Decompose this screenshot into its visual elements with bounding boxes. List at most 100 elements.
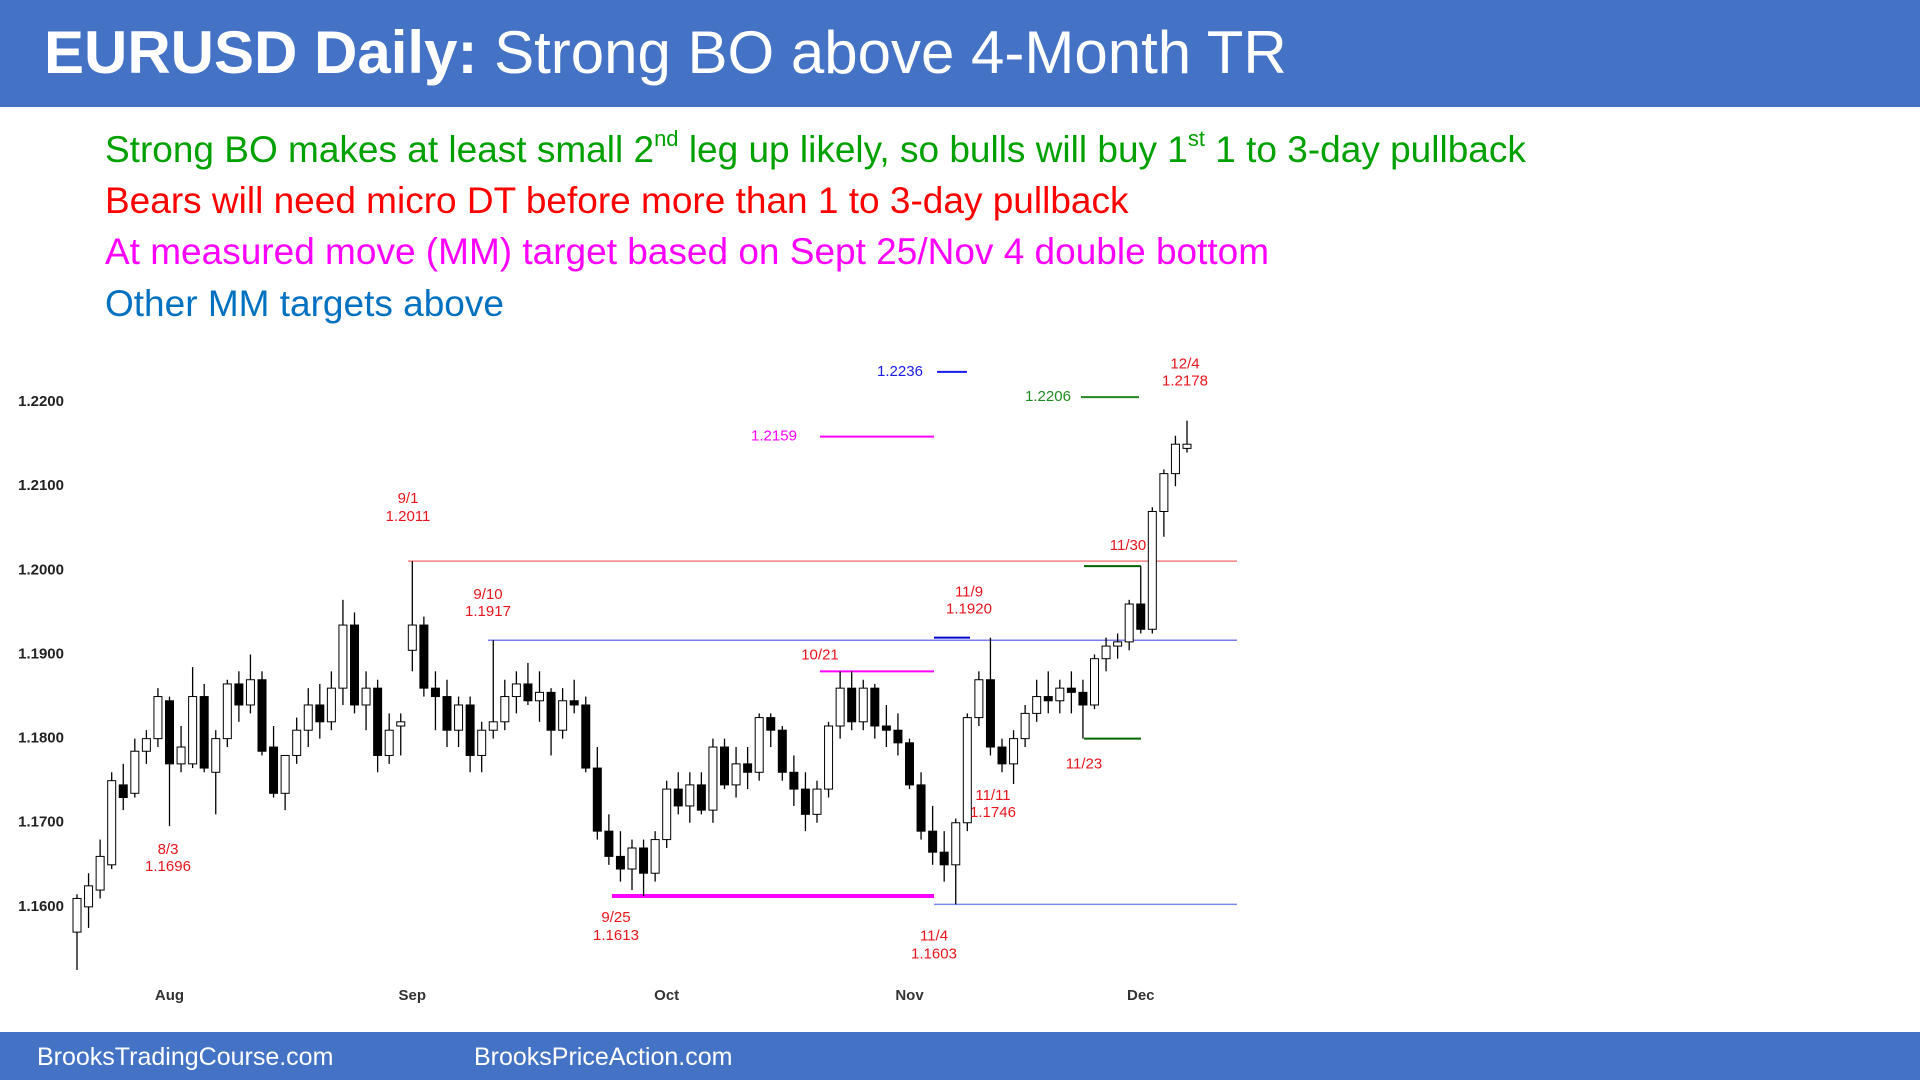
annotation-date: 11/9 <box>955 584 983 601</box>
note-text: Strong BO makes at least small 2 <box>105 129 655 170</box>
x-tick-label: Aug <box>155 987 184 1004</box>
candle-body <box>824 725 834 790</box>
candle-body <box>1113 641 1123 647</box>
note-text: Other MM targets above <box>105 283 504 324</box>
title-bold: EURUSD Daily: <box>44 19 478 86</box>
candle-body <box>176 746 186 765</box>
annotation-date: 8/3 <box>158 841 179 858</box>
candle-body <box>928 830 938 853</box>
candle-body <box>800 788 810 815</box>
candle-body <box>315 704 325 723</box>
target-label: 1.2236 <box>877 363 923 380</box>
y-tick-label: 1.1900 <box>18 645 64 662</box>
annotation-value: 1.2011 <box>386 508 431 525</box>
candle-body <box>789 771 799 790</box>
candle-body <box>384 729 394 756</box>
candle-body <box>419 624 429 689</box>
candle-body <box>569 700 579 706</box>
note: Strong BO makes at least small 2nd leg u… <box>105 128 1526 172</box>
annotation-value: 1.1603 <box>911 945 957 962</box>
note: At measured move (MM) target based on Se… <box>105 230 1269 274</box>
annotation-value: 1.1613 <box>593 927 639 944</box>
candle-body <box>766 717 776 731</box>
footer-link: BrooksPriceAction.com <box>474 1043 733 1071</box>
candle-body <box>1159 473 1169 512</box>
candle-body <box>1066 687 1076 693</box>
annotation-value: 1.2178 <box>1162 373 1208 390</box>
candle-body <box>858 687 868 723</box>
candle-body <box>130 750 140 794</box>
candle-body <box>107 780 117 866</box>
candle-body <box>951 822 961 866</box>
candle-body <box>662 788 672 841</box>
candle-body <box>396 721 406 727</box>
candle-body <box>141 738 151 752</box>
candle-body <box>1020 712 1030 740</box>
annotation-date: 11/4 <box>920 927 948 944</box>
candle-body <box>95 855 105 891</box>
title: EURUSD Daily: Strong BO above 4-Month TR <box>44 18 1287 88</box>
candle-body <box>338 624 348 689</box>
annotation-date: 9/25 <box>601 909 630 926</box>
candle-body <box>615 855 625 870</box>
candle-body <box>72 897 82 933</box>
candle-body <box>350 624 359 706</box>
header-band: EURUSD Daily: Strong BO above 4-Month TR <box>0 0 1920 107</box>
candle-body <box>893 729 903 744</box>
chart: 1.1600 1.1700 1.1800 1.1900 1.2000 1.2100 1.22… <box>18 356 1237 1004</box>
candle-body <box>523 683 533 702</box>
candle-body <box>326 687 336 723</box>
candle-body <box>985 679 995 748</box>
candle-body <box>1032 696 1042 714</box>
candle-body <box>835 687 845 727</box>
candle-body <box>847 687 857 723</box>
candle-body <box>234 683 244 706</box>
title-rest: Strong BO above 4-Month TR <box>494 19 1287 86</box>
candle-body <box>1090 658 1099 706</box>
candle-body <box>477 729 487 756</box>
y-tick-label: 1.2200 <box>18 393 64 410</box>
y-tick-label: 1.1800 <box>18 730 64 747</box>
x-tick-label: Sep <box>399 987 427 1004</box>
annotation-date: 12/4 <box>1170 356 1199 373</box>
candle-body <box>442 696 452 731</box>
candle-body <box>454 704 464 731</box>
candle-body <box>430 687 440 698</box>
candle-body <box>245 679 255 706</box>
x-tick-label: Dec <box>1127 987 1155 1004</box>
annotation-value: 1.1917 <box>465 603 511 620</box>
annotation-date: 9/10 <box>473 586 502 603</box>
candle-body <box>488 721 498 731</box>
annotation-date: 11/11 <box>975 787 1010 804</box>
candle-body <box>881 725 891 731</box>
y-tick-label: 1.1700 <box>18 814 64 831</box>
candle-body <box>627 847 637 870</box>
target-label: 1.2206 <box>1025 388 1071 405</box>
note: Bears will need micro DT before more tha… <box>105 179 1128 223</box>
candle-body <box>639 847 649 874</box>
candle-body <box>373 687 383 756</box>
candle-body <box>153 696 163 740</box>
candle-body <box>511 683 521 698</box>
candle-body <box>1170 443 1180 475</box>
footer-band: BrooksTradingCourse.com BrooksPriceActio… <box>0 1032 1920 1080</box>
note: Other MM targets above <box>105 282 504 326</box>
note-text: At measured move (MM) target based on Se… <box>105 231 1270 272</box>
candle-body <box>777 729 787 773</box>
candle-body <box>696 784 706 811</box>
annotation-value: 1.1746 <box>970 804 1016 821</box>
y-tick-label: 1.2000 <box>18 561 64 578</box>
target-label: 1.2159 <box>751 428 797 445</box>
candle-body <box>118 784 128 799</box>
candle-body <box>222 683 232 740</box>
candle-body <box>685 784 695 807</box>
candle-body <box>303 704 313 731</box>
candle-body <box>720 746 729 786</box>
candle-body <box>673 788 683 807</box>
candle-body <box>558 700 568 731</box>
candle-body <box>84 885 94 908</box>
note-text: 1 to 3-day pullback <box>1205 129 1526 170</box>
annotation-date: 11/23 <box>1066 756 1102 773</box>
candle-body <box>280 754 290 794</box>
